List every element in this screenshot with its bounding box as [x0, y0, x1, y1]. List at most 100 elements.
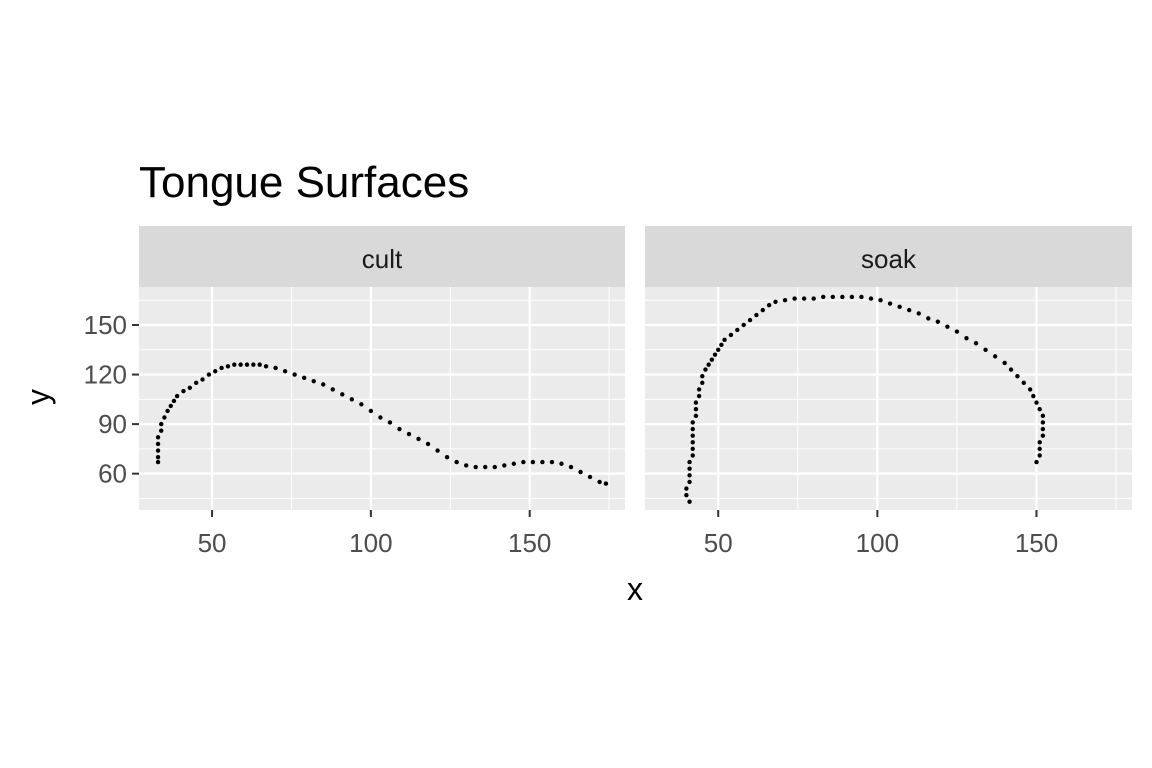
- facet-cult: cult 50 100 150 60 90 120 150: [84, 226, 625, 558]
- x-tick-label: 50: [704, 528, 733, 558]
- data-point: [597, 479, 602, 485]
- data-point: [782, 298, 788, 303]
- data-point: [703, 367, 708, 372]
- data-point: [849, 294, 855, 300]
- data-point: [1040, 413, 1046, 419]
- x-axis-title: x: [627, 571, 643, 607]
- data-point: [162, 415, 167, 420]
- x-tick-label: 100: [856, 528, 899, 558]
- data-point: [906, 307, 912, 313]
- facet-strip-label: cult: [362, 244, 403, 274]
- data-point: [1040, 426, 1046, 432]
- data-point: [251, 362, 256, 367]
- data-point: [722, 337, 727, 343]
- data-point: [238, 362, 243, 367]
- y-tick-label: 60: [98, 459, 127, 489]
- data-point: [735, 327, 740, 333]
- data-point: [690, 440, 695, 445]
- data-point: [1015, 374, 1020, 379]
- data-point: [1034, 459, 1039, 465]
- data-point: [830, 294, 835, 300]
- points-cult: [155, 362, 609, 486]
- data-point: [155, 448, 161, 453]
- data-point: [719, 342, 724, 348]
- data-point: [693, 413, 699, 419]
- data-point: [1037, 453, 1042, 458]
- data-point: [171, 398, 177, 404]
- x-tick-label: 150: [1015, 528, 1058, 558]
- data-point: [687, 466, 692, 471]
- data-point: [232, 362, 237, 367]
- data-point: [174, 393, 180, 399]
- facet-strip: [139, 226, 625, 287]
- data-point: [1037, 440, 1042, 445]
- data-point: [687, 499, 692, 504]
- data-point: [416, 436, 421, 442]
- data-point: [840, 294, 845, 300]
- data-point: [1040, 433, 1046, 438]
- data-point: [973, 340, 979, 346]
- data-point: [887, 301, 893, 306]
- data-point: [1008, 367, 1014, 372]
- data-point: [263, 364, 269, 369]
- data-point: [690, 420, 695, 425]
- data-point: [168, 403, 173, 409]
- data-point: [435, 448, 440, 453]
- data-point: [378, 415, 383, 420]
- data-point: [559, 461, 564, 466]
- data-point: [155, 454, 161, 460]
- data-point: [311, 378, 316, 384]
- data-point: [690, 433, 695, 438]
- data-point: [684, 486, 689, 491]
- data-point: [502, 463, 507, 468]
- data-point: [687, 459, 692, 465]
- data-point: [954, 329, 960, 334]
- data-point: [1027, 387, 1033, 392]
- data-point: [321, 382, 326, 387]
- y-axis-title: y: [20, 389, 56, 405]
- data-point: [696, 393, 702, 399]
- chart-title: Tongue Surfaces: [139, 158, 469, 207]
- data-point: [821, 294, 826, 300]
- data-point: [859, 294, 864, 300]
- data-point: [425, 441, 431, 447]
- data-point: [964, 336, 969, 341]
- data-point: [1037, 407, 1042, 412]
- data-point: [257, 362, 262, 367]
- data-point: [219, 365, 224, 371]
- y-tick-label: 150: [84, 310, 127, 340]
- data-point: [165, 408, 170, 414]
- data-point: [454, 459, 459, 465]
- data-point: [741, 322, 746, 328]
- x-tick-label: 150: [508, 528, 551, 558]
- data-point: [181, 388, 186, 394]
- data-point: [1031, 393, 1036, 399]
- data-point: [444, 454, 450, 460]
- data-point: [935, 319, 941, 324]
- data-point: [568, 464, 574, 470]
- data-point: [754, 312, 759, 318]
- data-point: [213, 369, 218, 374]
- data-point: [700, 380, 705, 386]
- data-point: [728, 332, 734, 338]
- data-point: [159, 428, 164, 433]
- facet-strip-label: soak: [861, 244, 917, 274]
- data-point: [511, 461, 517, 466]
- data-point: [578, 469, 583, 475]
- data-point: [868, 296, 874, 301]
- data-point: [716, 347, 721, 352]
- data-point: [206, 372, 212, 377]
- data-point: [387, 420, 393, 425]
- data-point: [760, 307, 765, 313]
- data-point: [282, 369, 288, 374]
- data-point: [155, 441, 161, 447]
- data-point: [1040, 420, 1046, 425]
- data-point: [159, 421, 164, 427]
- x-tick-label: 100: [349, 528, 392, 558]
- facet-panels: cult 50 100 150 60 90 120 150 soak 50 100 150: [84, 226, 1132, 558]
- data-point: [897, 304, 902, 310]
- x-tick-label: 50: [198, 528, 227, 558]
- y-tick-label: 120: [84, 360, 127, 390]
- data-point: [1034, 400, 1039, 405]
